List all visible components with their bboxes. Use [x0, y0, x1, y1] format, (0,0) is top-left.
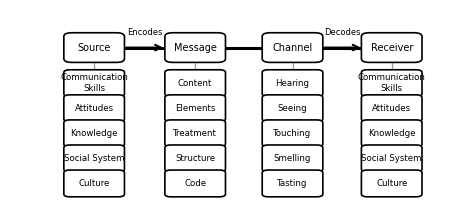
FancyBboxPatch shape: [64, 145, 125, 172]
Text: Receiver: Receiver: [371, 43, 413, 53]
FancyBboxPatch shape: [165, 95, 226, 122]
Text: Communication
Skills: Communication Skills: [358, 73, 426, 93]
Text: Communication
Skills: Communication Skills: [60, 73, 128, 93]
Text: Treatment: Treatment: [173, 129, 217, 138]
Text: Attitudes: Attitudes: [74, 104, 114, 113]
Text: Seeing: Seeing: [278, 104, 307, 113]
Text: Knowledge: Knowledge: [71, 129, 118, 138]
Text: Culture: Culture: [79, 179, 110, 188]
Text: Attitudes: Attitudes: [372, 104, 411, 113]
FancyBboxPatch shape: [64, 120, 125, 147]
Text: Content: Content: [178, 79, 212, 88]
Text: Touching: Touching: [273, 129, 311, 138]
FancyBboxPatch shape: [165, 120, 226, 147]
FancyBboxPatch shape: [361, 95, 422, 122]
FancyBboxPatch shape: [262, 70, 323, 97]
FancyBboxPatch shape: [262, 33, 323, 62]
FancyBboxPatch shape: [64, 170, 125, 197]
FancyBboxPatch shape: [165, 33, 226, 62]
FancyBboxPatch shape: [165, 145, 226, 172]
FancyBboxPatch shape: [64, 70, 125, 97]
Text: Social System: Social System: [362, 154, 422, 163]
FancyBboxPatch shape: [361, 145, 422, 172]
Text: Elements: Elements: [175, 104, 215, 113]
Text: Knowledge: Knowledge: [368, 129, 415, 138]
FancyBboxPatch shape: [262, 170, 323, 197]
FancyBboxPatch shape: [361, 33, 422, 62]
Text: Smelling: Smelling: [274, 154, 311, 163]
Text: Source: Source: [77, 43, 111, 53]
Text: Encodes: Encodes: [127, 28, 163, 37]
Text: Structure: Structure: [175, 154, 215, 163]
FancyBboxPatch shape: [64, 95, 125, 122]
FancyBboxPatch shape: [262, 95, 323, 122]
FancyBboxPatch shape: [165, 70, 226, 97]
Text: Channel: Channel: [273, 43, 313, 53]
Text: Hearing: Hearing: [275, 79, 310, 88]
FancyBboxPatch shape: [165, 170, 226, 197]
Text: Culture: Culture: [376, 179, 407, 188]
Text: Message: Message: [174, 43, 217, 53]
FancyBboxPatch shape: [262, 120, 323, 147]
Text: Decodes: Decodes: [324, 28, 361, 37]
FancyBboxPatch shape: [361, 120, 422, 147]
FancyBboxPatch shape: [262, 145, 323, 172]
FancyBboxPatch shape: [361, 170, 422, 197]
Text: Tasting: Tasting: [277, 179, 308, 188]
FancyBboxPatch shape: [64, 33, 125, 62]
FancyBboxPatch shape: [361, 70, 422, 97]
Text: Code: Code: [184, 179, 206, 188]
Text: Social System: Social System: [64, 154, 124, 163]
